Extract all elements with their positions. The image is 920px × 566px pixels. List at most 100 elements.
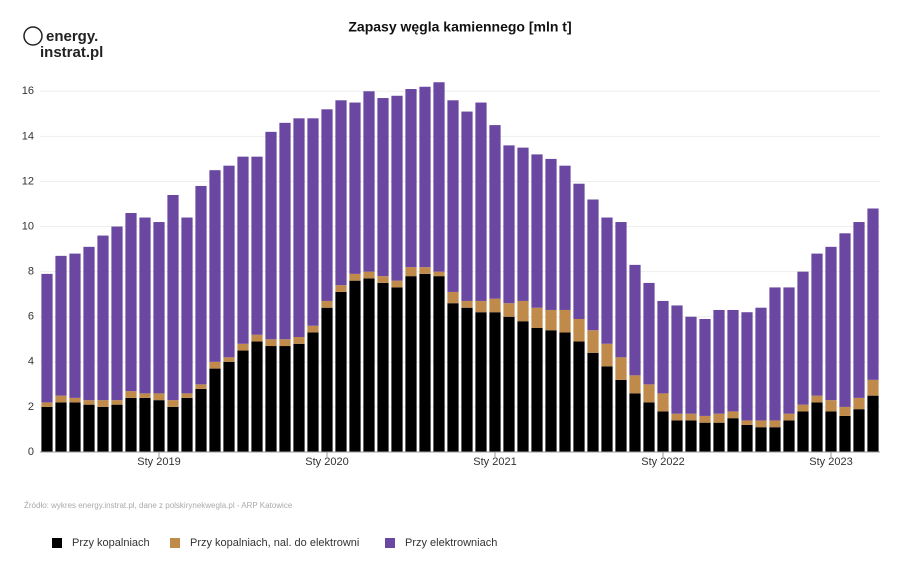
bar-segment <box>755 420 767 428</box>
bar-segment <box>867 208 879 380</box>
bar-segment <box>125 213 137 392</box>
y-tick-label: 6 <box>28 311 34 323</box>
y-tick-label: 14 <box>22 130 34 142</box>
bar-segment <box>825 400 837 412</box>
bar-segment <box>209 368 221 452</box>
legend-swatch <box>170 538 180 548</box>
bar-segment <box>377 276 389 283</box>
bar-segment <box>685 420 697 452</box>
bar-segment <box>629 264 641 376</box>
bar-segment <box>825 411 837 452</box>
y-tick-label: 10 <box>22 220 34 232</box>
bar-segment <box>713 413 725 423</box>
bar-segment <box>503 303 515 317</box>
bar-segment <box>741 424 753 452</box>
bar-segment <box>167 406 179 452</box>
bar-segment <box>55 402 67 452</box>
bar-segment <box>587 330 599 353</box>
bar-segment <box>615 357 627 380</box>
bar-segment <box>797 271 809 405</box>
bar-segment <box>405 276 417 452</box>
bar-segment <box>69 402 81 452</box>
bar-segment <box>111 226 123 401</box>
bar-segment <box>783 420 795 452</box>
legend-label: Przy kopalniach <box>72 537 150 549</box>
bar-segment <box>41 402 53 407</box>
bar-segment <box>475 300 487 313</box>
x-tick-label: Sty 2019 <box>137 456 180 468</box>
bar-segment <box>573 183 585 319</box>
bar-segment <box>83 400 95 405</box>
bar-segment <box>517 147 529 301</box>
bar-segment <box>769 287 781 421</box>
bar-segment <box>671 420 683 452</box>
bar-segment <box>391 95 403 281</box>
bar-segment <box>853 409 865 452</box>
bar-segment <box>741 420 753 425</box>
bar-segment <box>41 406 53 452</box>
bar-segment <box>475 102 487 301</box>
bar-segment <box>237 343 249 351</box>
bar-segment <box>293 343 305 452</box>
bar-segment <box>279 346 291 452</box>
legend-swatch <box>52 538 62 548</box>
bar-segment <box>195 388 207 452</box>
bar-segment <box>657 300 669 394</box>
bar-segment <box>223 361 235 452</box>
bar-segment <box>699 318 711 416</box>
bar-segment <box>503 316 515 452</box>
bar-segment <box>783 287 795 414</box>
bar-segment <box>139 397 151 452</box>
y-tick-label: 4 <box>28 356 34 368</box>
bar-segment <box>153 400 165 452</box>
logo: energy. instrat.pl <box>23 26 103 61</box>
bar-segment <box>461 300 473 308</box>
bar-segment <box>293 118 305 338</box>
bar-segment <box>167 194 179 401</box>
bar-segment <box>531 328 543 452</box>
bar-segment <box>209 361 221 369</box>
x-tick-label: Sty 2023 <box>809 456 852 468</box>
bar-segment <box>783 413 795 421</box>
bar-segment <box>461 111 473 301</box>
bar-segment <box>741 312 753 421</box>
legend-label: Przy elektrowniach <box>405 537 497 549</box>
bar-segment <box>629 375 641 394</box>
legend-swatch <box>385 538 395 548</box>
bar-segment <box>349 280 361 452</box>
bar-segment <box>559 309 571 333</box>
bar-segment <box>335 285 347 292</box>
y-tick-label: 0 <box>28 446 34 458</box>
y-tick-label: 2 <box>28 401 34 413</box>
bar-segment <box>545 158 557 310</box>
bar-segment <box>769 427 781 452</box>
bar-segment <box>447 303 459 452</box>
bar-segment <box>153 222 165 394</box>
bar-segment <box>251 341 263 452</box>
bar-segment <box>195 384 207 389</box>
bar-segment <box>489 298 501 313</box>
bar-segment <box>363 278 375 452</box>
bar-segment <box>251 334 263 342</box>
bar-segment <box>559 165 571 310</box>
bar-segment <box>811 395 823 403</box>
bar-segment <box>447 100 459 292</box>
bar-segment <box>685 413 697 421</box>
bar-segment <box>279 122 291 340</box>
bar-segment <box>699 422 711 452</box>
bar-segment <box>489 125 501 299</box>
bar-segment <box>293 337 305 344</box>
bar-segment <box>195 185 207 385</box>
bar-segment <box>69 253 81 398</box>
bar-segment <box>335 100 347 286</box>
bar-segment <box>839 233 851 407</box>
logo-icon <box>23 26 43 46</box>
bar-segment <box>573 318 585 342</box>
bar-segment <box>559 332 571 452</box>
bar-segment <box>517 321 529 452</box>
bar-segment <box>55 395 67 403</box>
bar-segment <box>41 273 53 403</box>
bar-segment <box>755 307 767 421</box>
bar-segment <box>97 235 109 401</box>
bar-segment <box>321 300 333 308</box>
